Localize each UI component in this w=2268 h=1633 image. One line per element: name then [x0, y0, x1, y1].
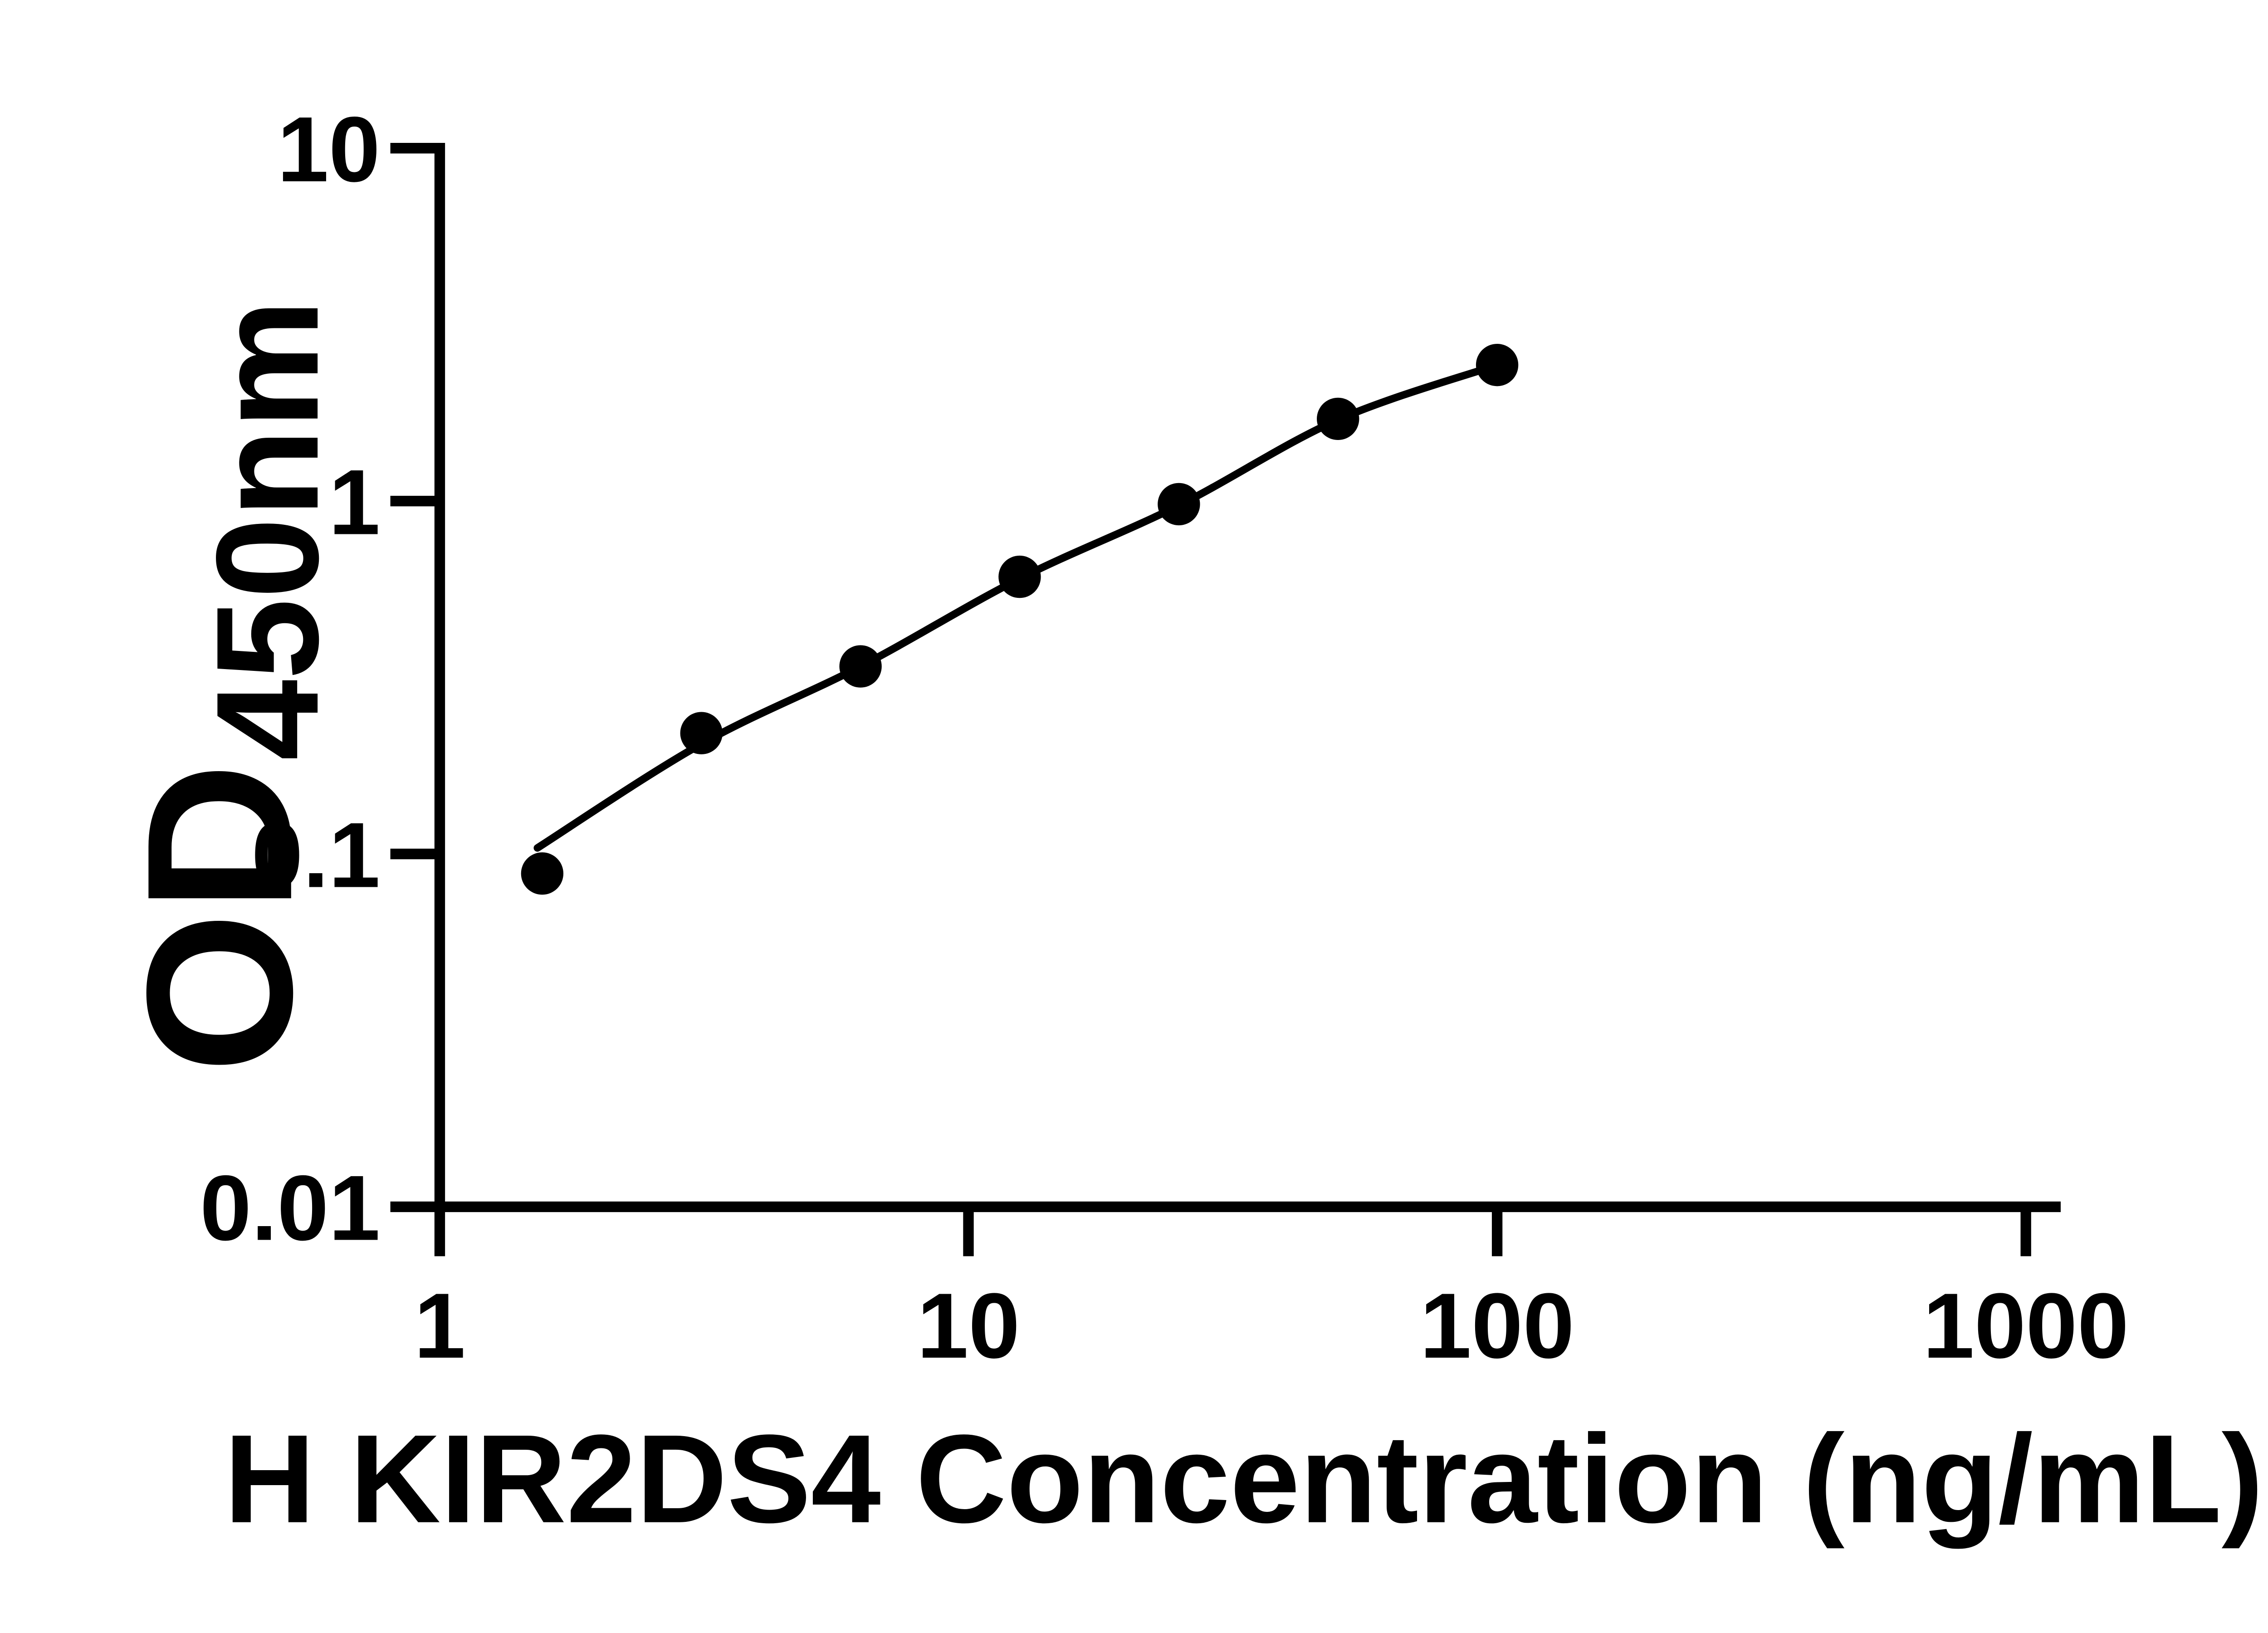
data-point-marker [998, 555, 1041, 598]
data-point-marker [680, 712, 723, 754]
x-axis-tick-labels: 1 10 100 1000 [414, 1274, 2129, 1378]
x-tick-label: 10 [917, 1274, 1020, 1378]
data-point-marker [1476, 343, 1519, 386]
data-point-marker [1317, 397, 1359, 440]
data-point-marker [521, 852, 564, 895]
y-tick-label: 10 [277, 98, 380, 201]
y-axis-title-subscript: 450nm [186, 299, 348, 761]
y-tick-label: 0.1 [251, 803, 380, 907]
standard-curve-chart: 10 1 0.1 0.01 1 10 100 1000 H KIR2DS4 Concentr… [0, 0, 2268, 1588]
data-points [521, 343, 1519, 895]
x-axis-ticks [434, 1207, 2031, 1257]
y-axis-title: OD 450nm [103, 299, 348, 1074]
x-tick-label: 100 [1420, 1274, 1574, 1378]
y-tick-label: 0.01 [200, 1156, 380, 1260]
data-point-marker [839, 645, 882, 688]
y-axis-title-main: OD [103, 763, 335, 1074]
y-axis-ticks [390, 143, 440, 1213]
y-tick-label: 1 [329, 451, 381, 554]
elisa-standard-curve-figure: 10 1 0.1 0.01 1 10 100 1000 H KIR2DS4 Concentr… [0, 0, 2268, 1588]
x-tick-label: 1 [414, 1274, 466, 1378]
x-tick-label: 1000 [1923, 1274, 2129, 1378]
chart-background [0, 0, 2268, 1588]
x-axis-title: H KIR2DS4 Concentration (ng/mL) [224, 1408, 2263, 1550]
data-point-marker [1158, 483, 1200, 526]
y-axis-tick-labels: 10 1 0.1 0.01 [200, 98, 380, 1260]
